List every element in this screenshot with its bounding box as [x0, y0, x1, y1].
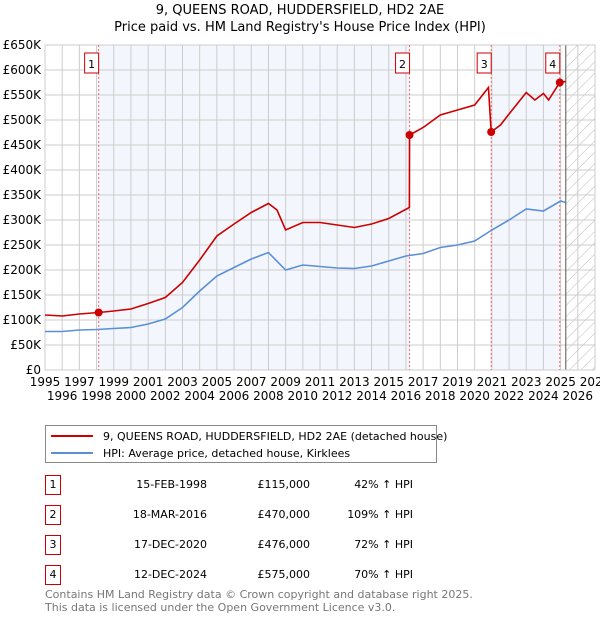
sales-table-row: 1 15-FEB-1998 £115,000 42% ↑ HPI	[45, 475, 465, 495]
x-tick-label: 1995	[30, 375, 61, 389]
x-tick-label: 2020	[459, 389, 490, 403]
hpi-line	[45, 200, 567, 333]
x-tick-label: 2005	[202, 375, 233, 389]
sale-hpi-diff: 42% ↑ HPI	[354, 478, 413, 491]
y-tick-label: £600K	[3, 63, 43, 77]
sale-label: 3	[481, 58, 488, 71]
sale-label-box	[84, 52, 100, 74]
plot-border	[44, 44, 596, 371]
sale-hpi-diff: 109% ↑ HPI	[347, 508, 413, 521]
footer-line: This data is licensed under the Open Gov…	[45, 601, 396, 614]
sale-label: 1	[88, 58, 95, 71]
x-tick-label: 1996	[47, 389, 78, 403]
sale-label: 2	[399, 58, 406, 71]
x-tick-label: 1998	[81, 389, 112, 403]
x-tick-label: 2017	[408, 375, 439, 389]
chart-subtitle: Price paid vs. HM Land Registry's House …	[114, 20, 486, 35]
x-tick-label: 2027	[580, 375, 600, 389]
x-tick-label: 2013	[339, 375, 370, 389]
plot-area: £0 £50K £100K £150K £200K £250K £300K £350K £400…	[3, 38, 600, 403]
x-tick-label: 2026	[563, 389, 594, 403]
sales-table-row: 2 18-MAR-2016 £470,000 109% ↑ HPI	[45, 505, 465, 525]
sale-point	[487, 128, 496, 136]
x-tick-label: 2002	[150, 389, 181, 403]
chart-title: 9, QUEENS ROAD, HUDDERSFIELD, HD2 2AE	[155, 3, 445, 18]
sale-point	[94, 308, 103, 317]
legend-swatch	[51, 452, 93, 454]
legend-item-hpi: HPI: Average price, detached house, Kirk…	[51, 445, 350, 461]
forecast-region	[565, 45, 595, 370]
y-tick-label: £450K	[3, 138, 43, 152]
footer: Contains HM Land Registry data © Crown c…	[45, 588, 473, 614]
y-tick-label: £300K	[3, 213, 43, 227]
sale-hpi-diff: 72% ↑ HPI	[354, 538, 413, 551]
y-tick-label: £0	[26, 363, 41, 377]
y-tick-label: £400K	[3, 163, 43, 177]
x-tick-label: 2009	[270, 375, 301, 389]
sale-label-box	[545, 52, 561, 74]
sale-label-box	[395, 52, 411, 74]
x-tick-label: 2006	[219, 389, 250, 403]
x-tick-label: 2015	[373, 375, 404, 389]
sale-label-box	[476, 52, 492, 74]
legend-label: HPI: Average price, detached house, Kirk…	[103, 446, 351, 460]
sale-price: £115,000	[257, 478, 311, 491]
sale-number: 4	[45, 565, 61, 585]
sale-point	[555, 78, 564, 87]
x-tick-label: 2003	[167, 375, 198, 389]
x-tick-label: 2018	[425, 389, 456, 403]
sale-price: £575,000	[257, 568, 311, 581]
legend-swatch	[51, 435, 93, 437]
y-tick-label: £500K	[3, 113, 43, 127]
sale-hpi-diff: 70% ↑ HPI	[354, 568, 413, 581]
sale-number: 3	[45, 535, 61, 555]
y-tick-label: £250K	[3, 238, 43, 252]
sales-table-row: 4 12-DEC-2024 £575,000 70% ↑ HPI	[45, 565, 465, 585]
sale-date: 12-DEC-2024	[133, 568, 207, 581]
x-tick-label: 2008	[253, 389, 284, 403]
x-tick-label: 2014	[356, 389, 387, 403]
property-price-line	[44, 80, 566, 317]
legend-label: 9, QUEENS ROAD, HUDDERSFIELD, HD2 2AE (d…	[103, 429, 448, 443]
x-tick-label: 2010	[288, 389, 319, 403]
x-tick-label: 2007	[236, 375, 267, 389]
sale-date: 15-FEB-1998	[136, 478, 207, 491]
sale-number: 1	[45, 475, 61, 495]
x-tick-label: 2016	[391, 389, 422, 403]
x-tick-label: 2024	[528, 389, 559, 403]
x-tick-label: 2011	[305, 375, 336, 389]
footer-line: Contains HM Land Registry data © Crown c…	[45, 588, 473, 601]
sale-price: £476,000	[257, 538, 311, 551]
y-tick-label: £550K	[3, 88, 43, 102]
y-tick-label: £150K	[3, 288, 43, 302]
y-tick-label: £350K	[3, 188, 43, 202]
sale-label: 4	[549, 58, 556, 71]
x-tick-label: 2004	[184, 389, 215, 403]
shaded-period	[98, 45, 410, 370]
x-tick-label: 2012	[322, 389, 353, 403]
x-tick-label: 1999	[98, 375, 129, 389]
y-tick-label: £650K	[3, 38, 43, 52]
legend: 9, QUEENS ROAD, HUDDERSFIELD, HD2 2AE (d…	[45, 425, 447, 463]
x-tick-label: 2025	[545, 375, 576, 389]
sale-price: £470,000	[257, 508, 311, 521]
x-tick-label: 2023	[511, 375, 542, 389]
sale-date: 17-DEC-2020	[133, 538, 207, 551]
x-tick-label: 2001	[133, 375, 164, 389]
sale-number: 2	[45, 505, 61, 525]
x-tick-label: 2022	[494, 389, 525, 403]
sale-date: 18-MAR-2016	[132, 508, 207, 521]
sales-table-row: 3 17-DEC-2020 £476,000 72% ↑ HPI	[45, 535, 465, 555]
y-tick-label: £200K	[3, 263, 43, 277]
legend-item-property: 9, QUEENS ROAD, HUDDERSFIELD, HD2 2AE (d…	[51, 428, 447, 444]
sale-point	[405, 131, 414, 139]
x-tick-label: 2019	[442, 375, 473, 389]
y-tick-label: £50K	[10, 338, 42, 352]
x-tick-label: 2000	[116, 389, 147, 403]
x-tick-label: 2021	[477, 375, 508, 389]
y-tick-label: £100K	[3, 313, 43, 327]
x-tick-label: 1997	[64, 375, 95, 389]
